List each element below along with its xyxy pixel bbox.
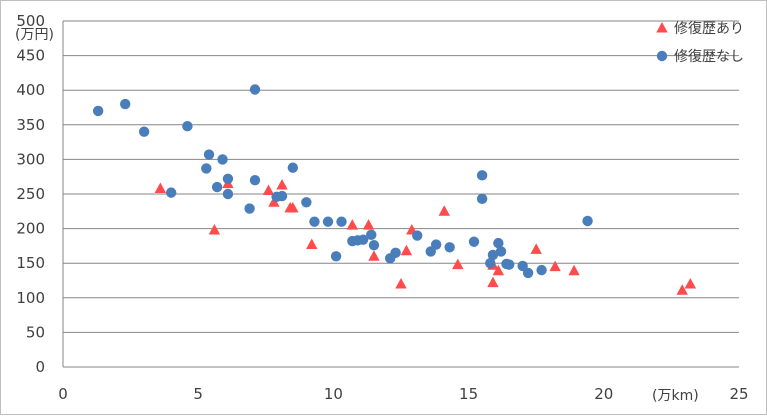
without-repair-history-point [366,229,377,241]
without-repair-history-point [493,237,504,249]
without-repair-history-point [476,170,488,181]
legend-marker-circle [656,50,668,62]
legend-marker-triangle [656,22,668,33]
without-repair-history-point [222,188,234,200]
x-tick-label: 10 [324,385,343,403]
without-repair-history-point [368,240,380,251]
without-repair-history-point [276,190,288,202]
without-repair-history-point [330,251,342,262]
without-repair-history-point [336,216,347,227]
y-tick-label: 300 [16,150,45,168]
y-tick-label: 100 [16,289,45,307]
y-tick-label: 450 [16,47,45,65]
with-repair-history-point [676,284,688,295]
without-repair-history-point [485,258,496,269]
without-repair-history-point [249,174,261,186]
with-repair-history-point [549,260,561,272]
without-repair-history-point [138,126,150,137]
y-tick-label: 150 [16,254,45,272]
with-repair-history-point [262,184,275,196]
data-points [92,84,697,295]
y-tick-label: 200 [16,220,45,238]
legend-item-with-repair-history: 修復歴あり [656,20,744,37]
without-repair-history-point [201,163,212,174]
with-repair-history-point [492,264,505,276]
y-tick-label: 400 [16,81,45,99]
with-repair-history-point [154,182,167,193]
without-repair-history-point [503,259,515,270]
with-repair-history-point [362,219,375,230]
without-repair-history-point [119,98,131,110]
without-repair-history-point [536,264,547,276]
y-tick-label: 50 [26,323,45,341]
without-repair-history-point [301,197,312,208]
without-repair-history-point [468,236,480,247]
tick-labels: 0 50 100 150 200 250 300 350 400 450 500 0 5 10 15 20 25 [16,12,748,403]
with-repair-history-point [276,179,288,190]
with-repair-history-point [438,205,450,216]
with-repair-history-point [287,201,299,213]
without-repair-history-point [444,242,455,253]
y-tick-label: 250 [16,185,45,203]
without-repair-history-point [244,203,255,214]
with-repair-history-point [400,244,413,256]
legend-item-without-repair-history: 修復歴なし [656,48,744,65]
without-repair-history-point [495,246,507,257]
with-repair-history-point [452,258,464,270]
y-axis-unit-label: (万円) [15,27,54,43]
without-repair-history-point [92,105,104,117]
gridlines [63,20,739,333]
without-repair-history-point [211,181,223,193]
without-repair-history-point [165,187,177,198]
with-repair-history-point [208,223,221,235]
x-tick-label: 0 [58,385,68,403]
without-repair-history-point [582,215,593,227]
without-repair-history-point [203,149,215,160]
with-repair-history-point [684,277,697,289]
without-repair-history-point [522,267,534,279]
x-tick-label: 25 [729,385,748,403]
without-repair-history-point [182,120,193,132]
with-repair-history-point [395,277,407,289]
with-repair-history-point [306,238,318,250]
without-repair-history-point [390,247,401,259]
y-tick-label: 500 [16,12,45,30]
without-repair-history-point [222,173,234,184]
with-repair-history-point [568,264,580,276]
legend: 修復歴あり 修復歴なし [656,20,744,65]
y-tick-label: 0 [35,358,45,376]
legend-label-without-repair-history: 修復歴なし [674,48,744,65]
with-repair-history-point [368,250,380,261]
legend-label-with-repair-history: 修復歴あり [674,20,744,37]
without-repair-history-point [249,84,261,95]
y-tick-label: 350 [16,116,45,134]
axes [62,21,739,368]
with-repair-history-point [268,196,280,207]
without-repair-history-point [412,230,423,241]
without-repair-history-point [430,239,442,250]
x-axis-unit-label: (万km) [652,388,699,404]
with-repair-history-point [487,276,499,288]
without-repair-history-point [487,249,499,261]
without-repair-history-point [357,234,369,245]
without-repair-history-point [322,216,334,227]
x-tick-label: 5 [193,385,203,403]
x-tick-label: 20 [594,385,613,403]
without-repair-history-point [287,162,299,173]
without-repair-history-point [217,154,228,165]
with-repair-history-point [346,219,359,230]
without-repair-history-point [476,193,488,205]
without-repair-history-point [309,216,320,227]
x-tick-label: 15 [459,385,478,403]
with-repair-history-point [530,243,542,254]
